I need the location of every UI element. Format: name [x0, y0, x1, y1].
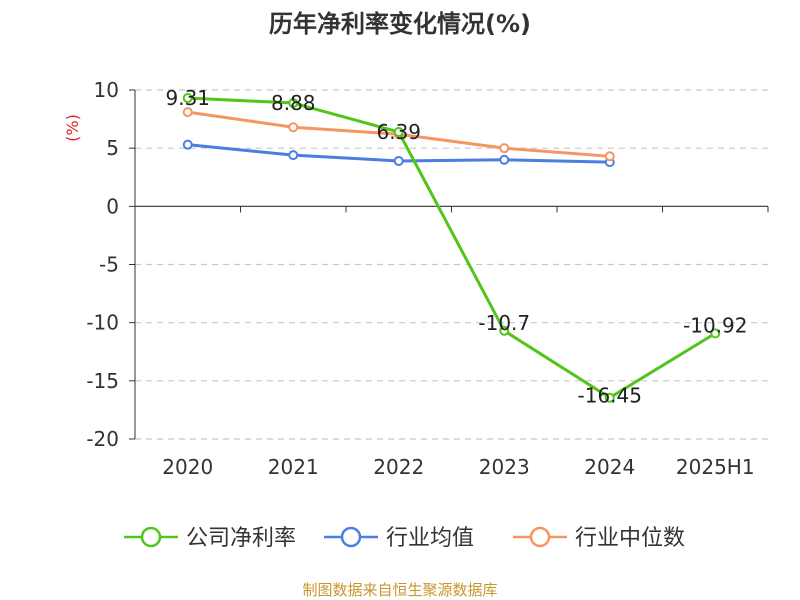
chart-title: 历年净利率变化情况(%) [269, 10, 531, 38]
x-tick-label: 2023 [479, 455, 530, 479]
x-tick-label: 2022 [373, 455, 424, 479]
data-point [710, 328, 721, 339]
data-point [182, 93, 193, 104]
y-tick-label: -20 [86, 427, 119, 451]
y-tick-label: 5 [106, 136, 119, 160]
data-label: -10.92 [683, 313, 747, 337]
legend-marker [529, 526, 551, 548]
data-label: 6.39 [376, 120, 421, 144]
y-tick-label: -10 [86, 311, 119, 335]
y-axis-label: (%) [63, 114, 82, 142]
series-line-0 [187, 96, 717, 400]
legend-marker [340, 526, 362, 548]
x-tick-label: 2020 [162, 455, 213, 479]
data-point [393, 126, 404, 137]
data-point [604, 151, 615, 162]
x-tick-label: 2025H1 [676, 455, 755, 479]
data-labels: 9.31 8.88 6.39 -10.7 -16.45 -10.92 [165, 86, 747, 408]
data-label: -10.7 [478, 311, 530, 335]
y-tick-label: 10 [94, 78, 119, 102]
data-point [288, 98, 299, 109]
legend-label: 公司净利率 [186, 526, 296, 551]
data-point [499, 325, 510, 336]
series-lines [182, 93, 721, 403]
x-tick-label: 2024 [584, 455, 635, 479]
y-tick-label: 0 [106, 194, 119, 218]
data-point [499, 143, 510, 154]
x-tick-label: 2021 [268, 455, 319, 479]
data-label: 9.31 [165, 86, 210, 110]
source-note: 制图数据来自恒生聚源数据库 [302, 581, 497, 599]
data-point [499, 154, 510, 165]
data-label: 8.88 [271, 91, 316, 115]
legend-marker [140, 526, 162, 548]
y-tick-label: -15 [86, 369, 119, 393]
legend: 公司净利率 行业均值 行业中位数 [124, 526, 685, 551]
axes: 10 5 0 -5 -10 -15 -20 2020 2021 2022 2023 2024 2025H… [86, 78, 769, 479]
data-point [182, 107, 193, 118]
data-point [288, 150, 299, 161]
data-point [182, 139, 193, 150]
legend-label: 行业均值 [386, 526, 474, 551]
legend-label: 行业中位数 [575, 526, 685, 551]
y-tick-label: -5 [99, 253, 119, 277]
data-point [604, 392, 615, 403]
data-label: -16.45 [578, 384, 642, 408]
data-point [288, 122, 299, 133]
data-point [393, 155, 404, 166]
